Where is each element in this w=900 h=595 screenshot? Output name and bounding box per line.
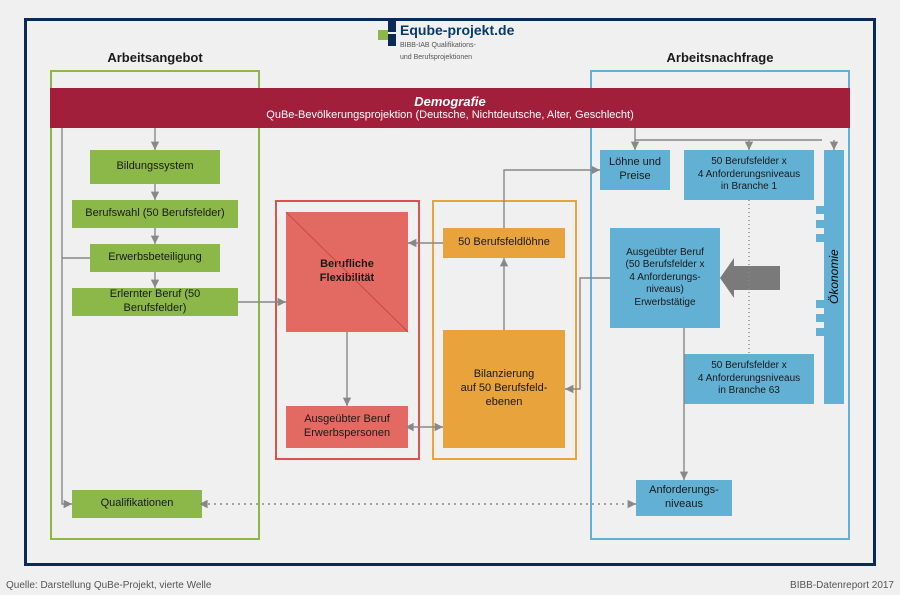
demografie-banner: DemografieQuBe-Bevölkerungsprojektion (D…	[50, 88, 850, 128]
node-erlernter: Erlernter Beruf (50 Berufsfelder)	[72, 288, 238, 316]
node-loehne50: 50 Berufsfeldlöhne	[443, 228, 565, 258]
node-berufswahl: Berufswahl (50 Berufsfelder)	[72, 200, 238, 228]
logo: Eqube-projekt.deBIBB-IAB Qualifikations-…	[400, 22, 514, 62]
node-oekonomie: Ökonomie	[824, 150, 844, 404]
caption-report: BIBB-Datenreport 2017	[790, 580, 894, 591]
panel-header: Arbeitsangebot	[93, 50, 216, 65]
node-ausg_et: Ausgeübter Beruf(50 Berufsfelder x4 Anfo…	[610, 228, 720, 328]
node-bf_b1: 50 Berufsfelder x4 Anforderungsniveausin…	[684, 150, 814, 200]
node-loehne_preise: Löhne undPreise	[600, 150, 670, 190]
node-bf_b63: 50 Berufsfelder x4 Anforderungsniveausin…	[684, 354, 814, 404]
node-flexbox: BeruflicheFlexibilität	[286, 212, 408, 332]
banner-sub: QuBe-Bevölkerungsprojektion (Deutsche, N…	[60, 109, 840, 121]
node-bilanz50: Bilanzierungauf 50 Berufsfeld-ebenen	[443, 330, 565, 448]
node-bildung: Bildungssystem	[90, 150, 220, 184]
node-qualif: Qualifikationen	[72, 490, 202, 518]
node-anf_niv: Anforderungs-niveaus	[636, 480, 732, 516]
panel-header: Arbeitsnachfrage	[653, 50, 788, 65]
node-erwerb: Erwerbsbeteiligung	[90, 244, 220, 272]
banner-title: Demografie	[60, 94, 840, 109]
caption-source: Quelle: Darstellung QuBe-Projekt, vierte…	[6, 580, 211, 591]
node-ausg_pers: Ausgeübter BerufErwerbspersonen	[286, 406, 408, 448]
